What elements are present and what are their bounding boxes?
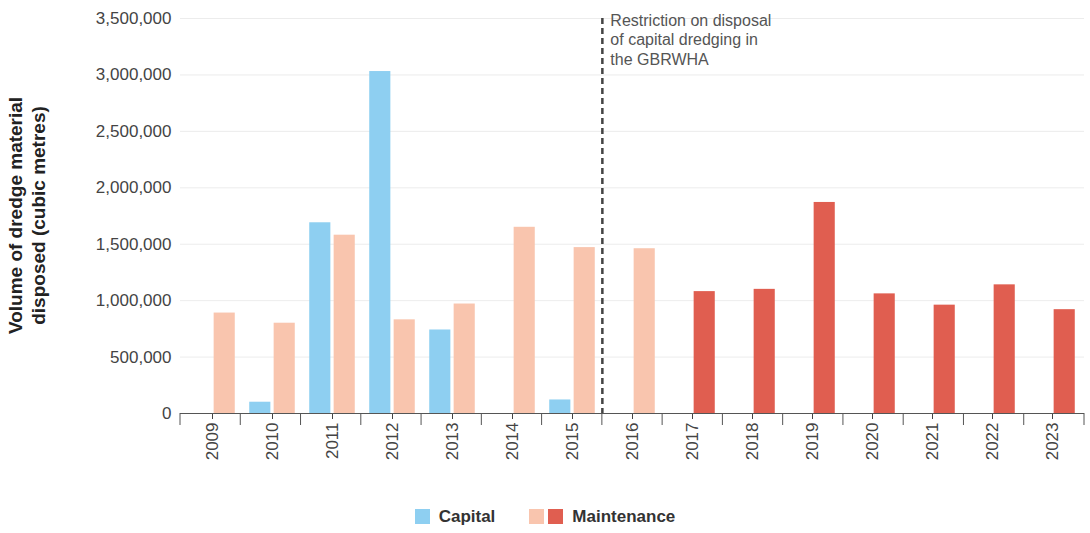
svg-text:2014: 2014 (503, 423, 522, 461)
svg-text:2019: 2019 (803, 423, 822, 461)
svg-text:2012: 2012 (383, 423, 402, 461)
svg-text:2011: 2011 (323, 423, 342, 460)
svg-text:2009: 2009 (203, 423, 222, 461)
svg-text:2,500,000: 2,500,000 (96, 122, 172, 141)
svg-text:Volume of dredge materialdispo: Volume of dredge materialdisposed (cubic… (5, 97, 49, 334)
svg-text:Restriction on disposalof capi: Restriction on disposalof capital dredgi… (610, 12, 771, 67)
svg-text:2010: 2010 (263, 423, 282, 461)
svg-text:2015: 2015 (563, 423, 582, 461)
svg-text:2020: 2020 (863, 423, 882, 461)
svg-text:1,500,000: 1,500,000 (96, 235, 172, 254)
html-text:Capital: Capital (438, 506, 496, 526)
svg-text:2,000,000: 2,000,000 (96, 178, 172, 197)
svg-text:2021: 2021 (923, 423, 942, 461)
svg-text:2018: 2018 (743, 423, 762, 461)
svg-text:0: 0 (162, 404, 171, 423)
svg-text:2023: 2023 (1043, 423, 1062, 461)
svg-text:3,000,000: 3,000,000 (96, 65, 172, 84)
svg-text:2013: 2013 (443, 423, 462, 461)
svg-text:2022: 2022 (983, 423, 1002, 461)
svg-text:500,000: 500,000 (110, 348, 171, 367)
svg-text:3,500,000: 3,500,000 (96, 9, 172, 28)
svg-text:1,000,000: 1,000,000 (96, 291, 172, 310)
svg-text:2016: 2016 (623, 423, 642, 461)
svg-text:2017: 2017 (683, 423, 702, 461)
html-text:Maintenance: Maintenance (572, 506, 676, 526)
